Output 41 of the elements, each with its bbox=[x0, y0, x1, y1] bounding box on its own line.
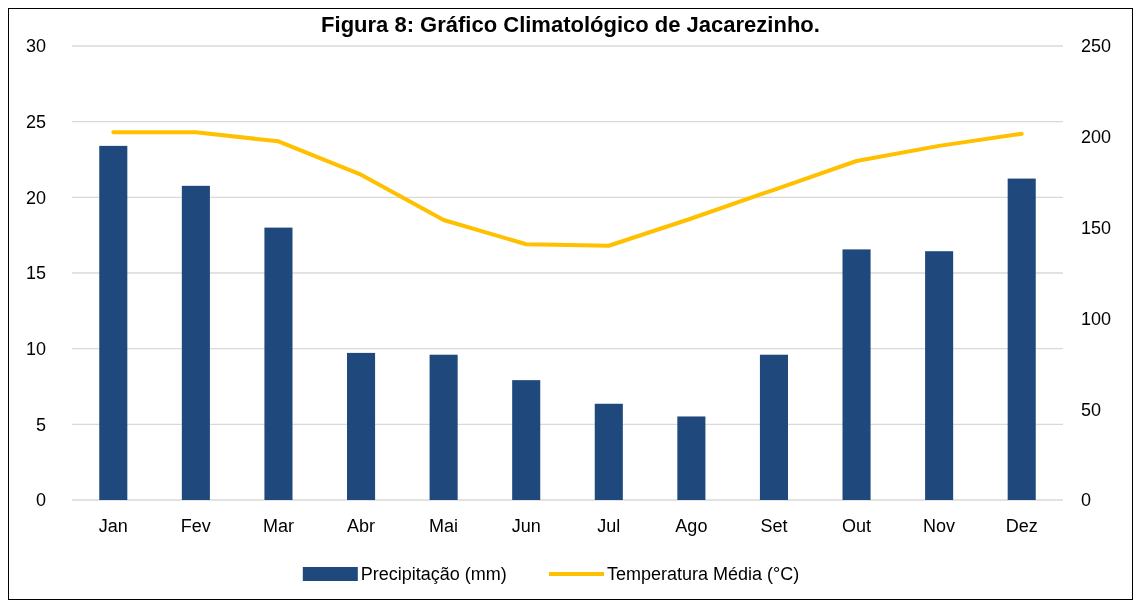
x-tick-label: Jul bbox=[597, 516, 621, 536]
bar bbox=[594, 403, 623, 500]
y2-tick-label: 150 bbox=[1081, 217, 1112, 238]
line-series bbox=[111, 130, 1024, 248]
bar bbox=[677, 416, 706, 500]
bar bbox=[429, 354, 458, 500]
bar bbox=[759, 354, 788, 500]
y-tick-label: 15 bbox=[25, 263, 46, 284]
y2-tick-label: 50 bbox=[1081, 399, 1102, 420]
bar bbox=[264, 227, 293, 500]
y2-tick-label: 0 bbox=[1081, 490, 1092, 511]
bar bbox=[512, 380, 541, 500]
x-tick-label: Jun bbox=[511, 516, 541, 536]
bar bbox=[842, 249, 871, 500]
x-tick-label: Ago bbox=[675, 516, 708, 536]
y2-tick-label: 250 bbox=[1081, 36, 1112, 57]
x-tick-label: Set bbox=[760, 516, 788, 536]
bar bbox=[1007, 178, 1036, 500]
x-tick-label: Nov bbox=[923, 516, 956, 536]
bar bbox=[181, 185, 210, 500]
legend-label: Precipitação (mm) bbox=[360, 564, 507, 585]
x-tick-label: Fev bbox=[180, 516, 211, 536]
y-tick-label: 10 bbox=[25, 338, 46, 359]
x-tick-label: Abr bbox=[347, 516, 376, 536]
legend-label: Temperatura Média (°C) bbox=[607, 564, 800, 585]
chart-title: Figura 8: Gráfico Climatológico de Jacarezinho. bbox=[321, 12, 820, 37]
y-tick-label: 0 bbox=[35, 490, 46, 511]
x-tick-label: Mar bbox=[262, 516, 294, 536]
y-tick-label: 25 bbox=[25, 111, 46, 132]
x-tick-label: Jan bbox=[98, 516, 128, 536]
y2-tick-label: 100 bbox=[1081, 308, 1112, 329]
y-tick-label: 30 bbox=[25, 36, 46, 57]
y2-tick-label: 200 bbox=[1081, 127, 1112, 148]
y-tick-label: 5 bbox=[35, 414, 46, 435]
x-tick-label: Out bbox=[842, 516, 872, 536]
x-tick-label: Dez bbox=[1005, 516, 1038, 536]
bar bbox=[99, 145, 128, 500]
y-tick-label: 20 bbox=[25, 187, 46, 208]
x-tick-label: Mai bbox=[429, 516, 459, 536]
bar bbox=[925, 251, 954, 500]
bar bbox=[347, 352, 376, 500]
